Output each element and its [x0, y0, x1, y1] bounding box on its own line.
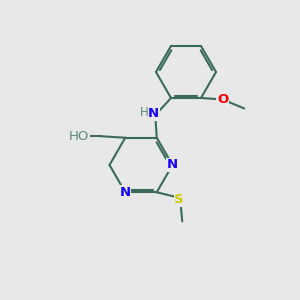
Text: O: O	[217, 93, 228, 106]
Text: N: N	[120, 186, 131, 199]
Text: H: H	[140, 106, 148, 119]
Text: HO: HO	[69, 130, 89, 143]
Text: N: N	[148, 107, 159, 120]
Text: S: S	[174, 193, 184, 206]
Text: N: N	[167, 158, 178, 172]
